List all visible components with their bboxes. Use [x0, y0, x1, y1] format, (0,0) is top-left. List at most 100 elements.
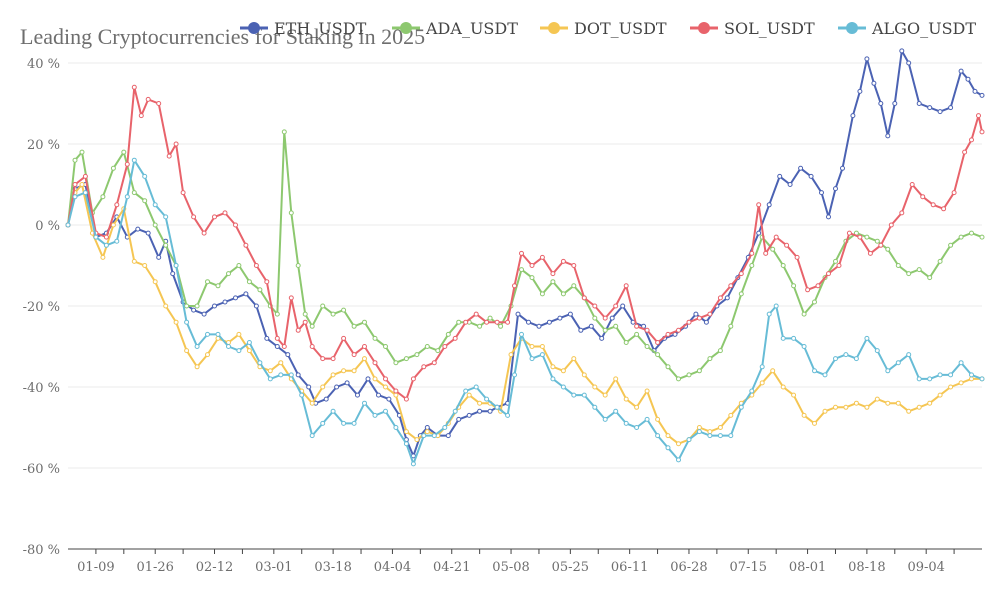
data-point — [623, 396, 629, 402]
x-tick-label: 05-25 — [552, 560, 589, 575]
data-point — [550, 271, 556, 277]
data-point — [780, 384, 786, 390]
data-point — [191, 307, 197, 313]
data-point — [696, 429, 702, 435]
data-point — [749, 388, 755, 394]
data-point — [79, 149, 85, 155]
data-point — [484, 319, 490, 325]
data-point — [560, 258, 566, 264]
data-point — [372, 376, 378, 382]
data-point — [253, 303, 259, 309]
data-point — [686, 319, 692, 325]
data-point — [124, 194, 130, 200]
data-point — [212, 214, 217, 220]
data-point — [916, 376, 922, 382]
series-line-eth-usdt — [67, 49, 983, 457]
data-point — [759, 364, 765, 370]
data-point — [801, 311, 807, 317]
data-point — [215, 331, 221, 337]
data-point — [173, 141, 179, 147]
data-point — [592, 404, 598, 410]
data-point — [445, 433, 451, 439]
data-point — [100, 194, 106, 200]
data-point — [466, 392, 472, 398]
data-point — [281, 344, 287, 349]
data-point — [267, 368, 273, 374]
grid-lines — [68, 62, 982, 550]
legend-item-dot-usdt[interactable]: DOT_USDT — [540, 19, 667, 38]
data-point — [494, 404, 500, 410]
legend-marker-icon — [400, 22, 412, 34]
data-point — [351, 420, 357, 426]
data-point — [969, 372, 974, 378]
legend-item-ada-usdt[interactable]: ADA_USDT — [392, 19, 518, 38]
y-tick-label: 40 % — [27, 57, 60, 72]
legend-item-sol-usdt[interactable]: SOL_USDT — [690, 19, 815, 38]
legend[interactable]: ETH_USDT ADA_USDT DOT_USDT SOL_USDT ALGO_USD… — [240, 19, 976, 38]
data-point — [941, 206, 947, 212]
data-point — [131, 157, 137, 163]
data-point — [906, 352, 912, 358]
data-point — [620, 303, 626, 309]
data-point — [665, 445, 671, 451]
data-point — [634, 404, 640, 410]
data-point — [442, 425, 448, 430]
data-point — [205, 331, 210, 337]
data-point — [431, 360, 437, 366]
data-point — [773, 303, 779, 309]
data-point — [655, 416, 661, 422]
legend-marker-icon — [846, 22, 858, 34]
data-point — [676, 376, 681, 382]
data-point — [812, 368, 817, 374]
data-point — [302, 311, 308, 317]
legend-item-algo-usdt[interactable]: ALGO_USDT — [838, 19, 976, 38]
data-point — [791, 335, 797, 341]
data-point — [707, 429, 713, 435]
legend-item-eth-usdt[interactable]: ETH_USDT — [240, 19, 367, 38]
data-point — [309, 344, 315, 349]
data-point — [152, 222, 158, 228]
series-lines — [65, 48, 985, 467]
data-point — [840, 165, 845, 171]
data-point — [550, 376, 556, 382]
data-point — [288, 295, 294, 301]
y-tick-label: -40 % — [23, 381, 60, 396]
data-point — [82, 190, 88, 196]
data-point — [557, 315, 563, 321]
data-point — [529, 344, 535, 349]
data-point — [163, 303, 169, 309]
data-point — [110, 165, 116, 171]
x-tick-label: 08-18 — [848, 560, 885, 575]
data-point — [309, 433, 315, 439]
data-point — [257, 360, 263, 366]
data-point — [295, 263, 301, 268]
data-point — [693, 311, 699, 317]
data-point — [124, 161, 130, 167]
data-point — [864, 335, 870, 341]
data-point — [759, 380, 765, 386]
data-point — [686, 372, 692, 378]
data-point — [236, 263, 242, 268]
data-point — [156, 254, 162, 260]
data-point — [194, 364, 200, 370]
data-point — [571, 283, 577, 289]
chart-title: Leading Cryptocurrencies for Staking in … — [20, 24, 425, 49]
data-point — [560, 291, 566, 297]
data-point — [717, 433, 723, 439]
data-point — [173, 263, 179, 268]
data-point — [93, 234, 99, 240]
data-point — [958, 234, 964, 240]
data-point — [592, 315, 598, 321]
data-point — [82, 173, 88, 179]
data-point — [205, 352, 210, 358]
x-tick-label: 03-18 — [314, 560, 351, 575]
data-point — [226, 344, 231, 349]
data-point — [421, 364, 427, 370]
data-point — [278, 372, 284, 378]
data-point — [142, 198, 148, 204]
data-point — [463, 319, 469, 325]
data-point — [972, 88, 978, 94]
data-point — [180, 190, 186, 196]
data-point — [878, 242, 884, 248]
